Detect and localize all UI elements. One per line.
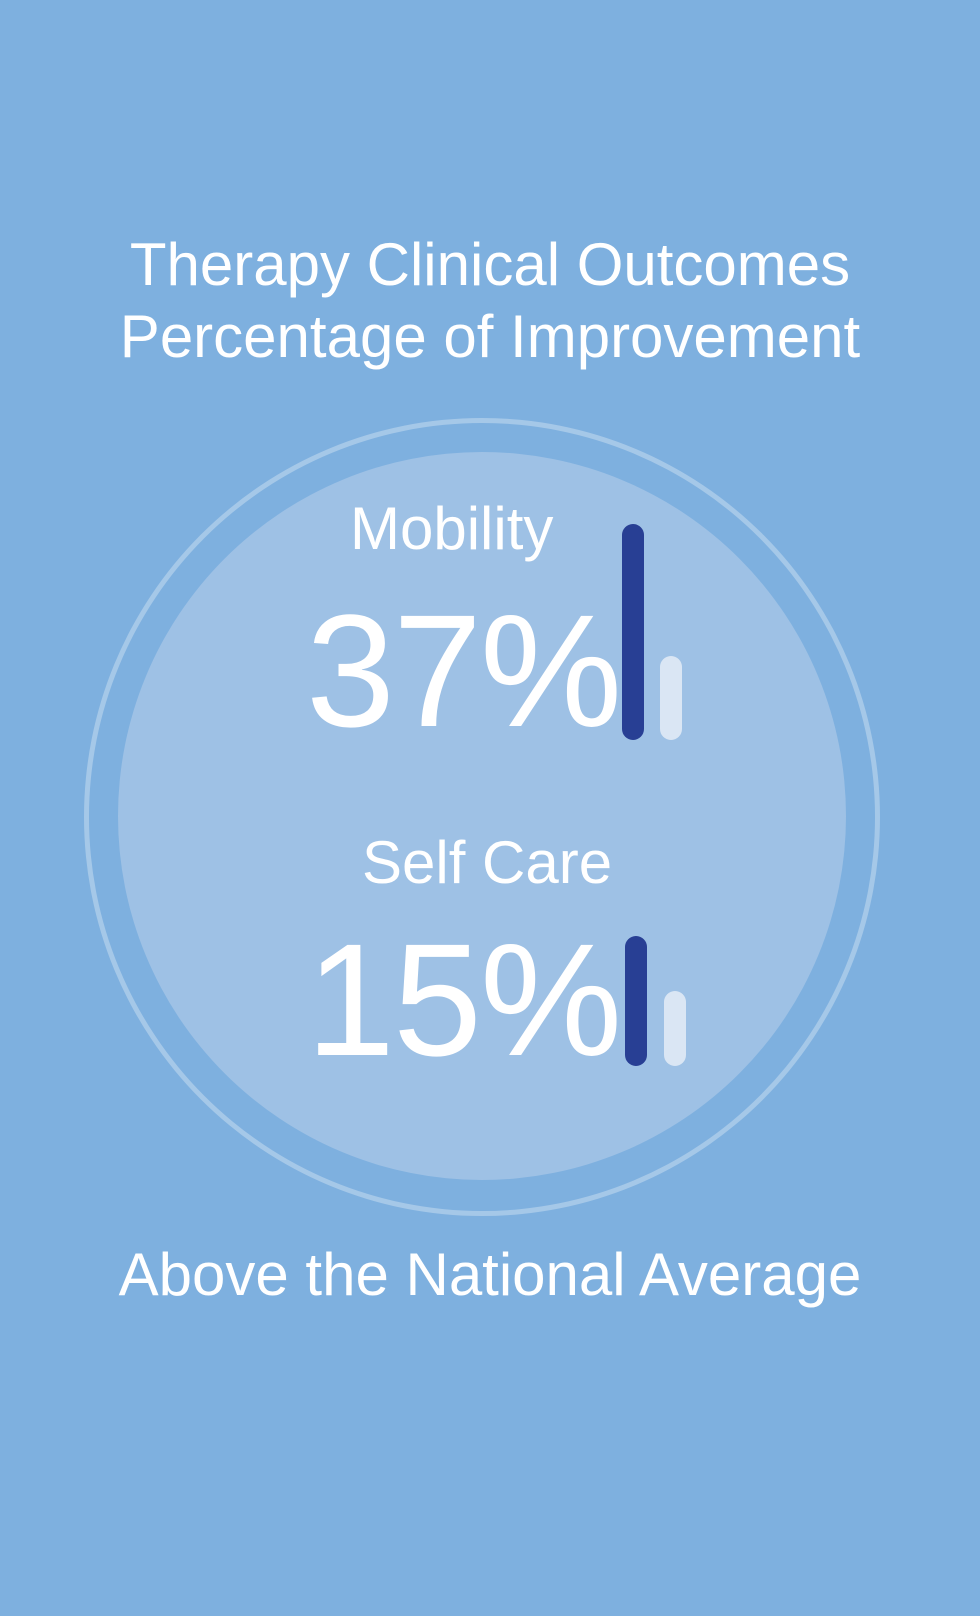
self-care-label: Self Care xyxy=(362,829,613,896)
title-line-1: Therapy Clinical Outcomes xyxy=(129,231,851,298)
title-line-2: Percentage of Improvement xyxy=(119,303,861,370)
mobility-bar-primary xyxy=(622,524,644,740)
footer-text: Above the National Average xyxy=(118,1241,862,1308)
self-care-bar-secondary xyxy=(664,991,686,1066)
self-care-value: 15% xyxy=(306,910,622,1089)
mobility-bar-secondary xyxy=(660,656,682,740)
outer-ring xyxy=(84,418,880,1216)
self-care-bar-primary xyxy=(625,936,647,1066)
inner-circle xyxy=(118,452,846,1180)
mobility-label: Mobility xyxy=(350,495,554,562)
mobility-value: 37% xyxy=(306,581,622,760)
